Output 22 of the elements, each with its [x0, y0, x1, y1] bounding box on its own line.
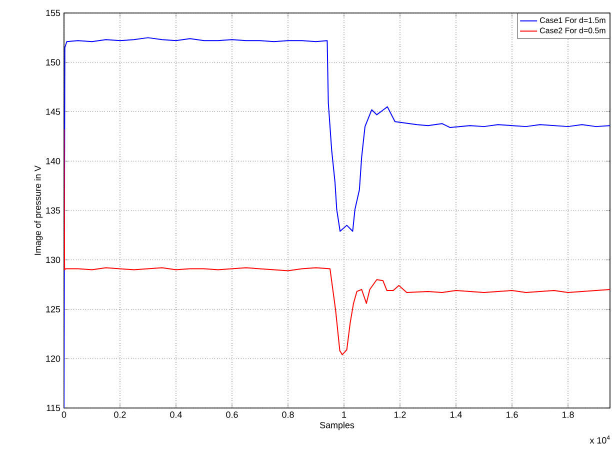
- y-tick-label: 145: [46, 108, 60, 115]
- y-tick-label: 155: [46, 10, 60, 16]
- y-tick-label: 130: [46, 256, 60, 264]
- x-tick-label: 0.6: [226, 412, 238, 418]
- y-tick-label: 125: [46, 306, 60, 312]
- x-tick-label: 1.4: [450, 412, 462, 418]
- x-tick-label: 0: [62, 412, 66, 418]
- x-tick-label: 1.2: [394, 412, 406, 418]
- text: x 10$^{4}$: [590, 436, 610, 444]
- y-axis-title: Image of pressure in V: [34, 165, 43, 255]
- x-tick-label: 1.6: [506, 412, 518, 418]
- y-tick-label: 140: [46, 158, 60, 164]
- x-tick-label: 1.8: [562, 412, 574, 418]
- y-tick-label: 135: [46, 207, 60, 214]
- x-tick-label: 0.2: [114, 412, 126, 418]
- x-axis-title: Samples: [320, 422, 354, 430]
- y-tick-label: 120: [46, 355, 60, 362]
- x-tick-label: 1: [342, 412, 346, 418]
- y-tick-label: 115: [46, 404, 60, 412]
- y-tick-label: 150: [46, 59, 60, 66]
- x-tick-label: 0.4: [170, 412, 182, 418]
- x-tick-label: 0.8: [282, 412, 294, 418]
